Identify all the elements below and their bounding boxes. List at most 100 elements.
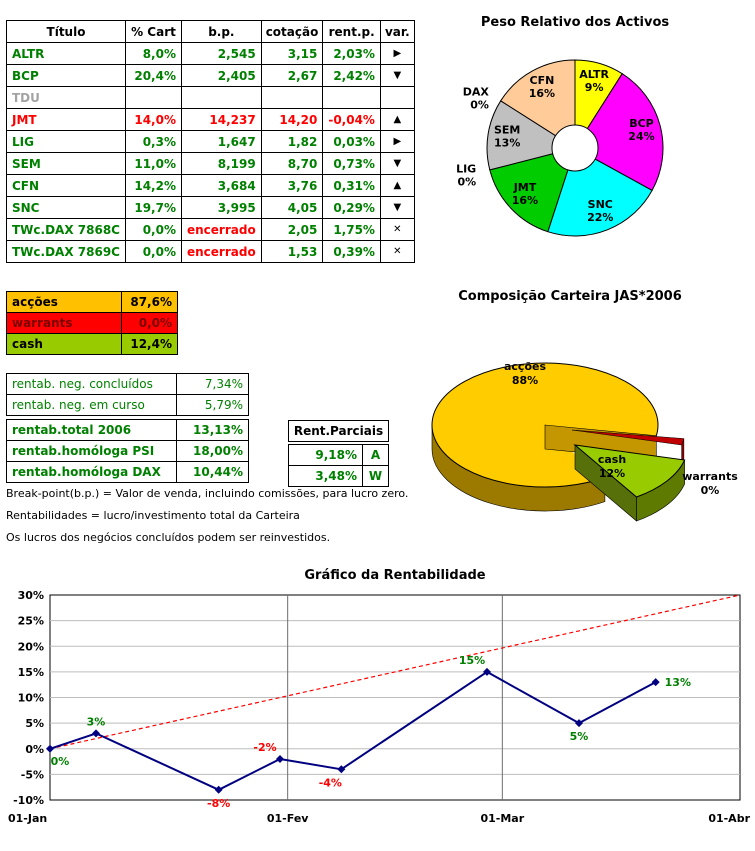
value-cell[interactable]: encerrado xyxy=(180,218,262,241)
value-cell[interactable]: 2,67 xyxy=(260,64,324,87)
value-cell[interactable]: 0,29% xyxy=(322,196,381,219)
value-cell[interactable]: 14,20 xyxy=(260,108,324,131)
ticker-cell[interactable]: BCP xyxy=(6,64,126,87)
value-cell[interactable]: 8,70 xyxy=(260,152,324,175)
value-cell[interactable]: 0,31% xyxy=(322,174,381,197)
value-cell[interactable]: 1,647 xyxy=(180,130,262,153)
column-header[interactable]: var. xyxy=(379,20,415,43)
table-row: rentab.total 2006 13,13% xyxy=(6,419,249,441)
table-row: TDU xyxy=(6,86,415,109)
partial-value-cell[interactable]: 3,48% xyxy=(288,465,363,487)
value-cell[interactable]: 20,4% xyxy=(124,64,182,87)
asset-class-cell[interactable]: cash xyxy=(6,333,122,355)
data-label: -2% xyxy=(253,741,276,754)
ticker-cell[interactable]: ALTR xyxy=(6,42,126,65)
label-cell[interactable]: rentab. neg. concluídos xyxy=(6,373,177,395)
asset-weight-cell[interactable]: 87,6% xyxy=(121,291,178,313)
value-cell[interactable]: 3,684 xyxy=(180,174,262,197)
value-cell[interactable]: 0,73% xyxy=(322,152,381,175)
column-header[interactable]: b.p. xyxy=(180,20,262,43)
value-cell[interactable]: -0,04% xyxy=(322,108,381,131)
value-cell[interactable] xyxy=(260,86,324,109)
label-cell[interactable]: rentab.homóloga DAX xyxy=(6,461,177,483)
asset-class-cell[interactable]: warrants xyxy=(6,312,122,334)
value-cell[interactable]: 0,39% xyxy=(322,240,381,263)
returns-total-table: rentab.total 2006 13,13% rentab.homóloga P… xyxy=(6,419,249,483)
triangle-up-icon[interactable]: ▲ xyxy=(379,108,415,131)
value-cell[interactable]: 2,405 xyxy=(180,64,262,87)
value-cell[interactable]: 2,545 xyxy=(180,42,262,65)
diamond-marker-icon xyxy=(214,785,223,794)
label-cell[interactable]: rentab.homóloga PSI xyxy=(6,440,177,462)
value-cell[interactable]: 8,199 xyxy=(180,152,262,175)
column-header[interactable]: Título xyxy=(6,20,126,43)
value-cell[interactable]: 0,3% xyxy=(124,130,182,153)
returns-line-chart[interactable]: Gráfico da Rentabilidade -10% -5% 0% 5% 10% 15… xyxy=(0,565,755,851)
table-row: BCP 20,4% 2,405 2,67 2,42% ▼ xyxy=(6,64,415,87)
value-cell[interactable]: 2,42% xyxy=(322,64,381,87)
ticker-cell[interactable]: JMT xyxy=(6,108,126,131)
partial-tag-cell[interactable]: W xyxy=(362,465,389,487)
ticker-cell[interactable]: CFN xyxy=(6,174,126,197)
value-cell[interactable]: 14,237 xyxy=(180,108,262,131)
value-cell[interactable]: 1,53 xyxy=(260,240,324,263)
table-row: TWc.DAX 7869C 0,0% encerrado 1,53 0,39% ✕ xyxy=(6,240,415,263)
partials-title-cell[interactable]: Rent.Parciais xyxy=(288,420,389,442)
table-row: 9,18% A xyxy=(288,444,389,466)
value-cell[interactable]: 5,79% xyxy=(176,394,249,416)
value-cell[interactable]: 3,76 xyxy=(260,174,324,197)
value-cell[interactable]: 3,995 xyxy=(180,196,262,219)
ticker-cell[interactable]: SNC xyxy=(6,196,126,219)
value-cell[interactable] xyxy=(180,86,262,109)
value-cell[interactable] xyxy=(124,86,182,109)
asset-weight-cell[interactable]: 12,4% xyxy=(121,333,178,355)
value-cell[interactable]: 1,75% xyxy=(322,218,381,241)
value-cell[interactable]: 10,44% xyxy=(176,461,249,483)
value-cell[interactable]: 2,03% xyxy=(322,42,381,65)
composition-pie-chart[interactable]: Composição Carteira JAS*2006 acções 88% cas… xyxy=(400,280,755,530)
note-rentabilidades: Rentabilidades = lucro/investimento tota… xyxy=(6,509,300,522)
pie-slice-label: LIG 0% xyxy=(456,162,476,188)
ticker-cell[interactable]: TWc.DAX 7868C xyxy=(6,218,126,241)
value-cell[interactable]: 0,0% xyxy=(124,218,182,241)
value-cell[interactable]: 11,0% xyxy=(124,152,182,175)
column-header[interactable]: % Cart xyxy=(124,20,182,43)
ticker-cell[interactable]: TDU xyxy=(6,86,126,109)
diamond-marker-icon xyxy=(483,667,491,676)
column-header[interactable]: cotação xyxy=(260,20,324,43)
asset-class-cell[interactable]: acções xyxy=(6,291,122,313)
value-cell[interactable]: 3,15 xyxy=(260,42,324,65)
x-mark-icon[interactable]: ✕ xyxy=(379,218,415,241)
diamond-marker-icon xyxy=(337,765,346,774)
assets-pie-chart[interactable]: Peso Relativo dos Activos ALTR 9% BCP 24% SNC… xyxy=(397,8,752,268)
value-cell[interactable]: 14,0% xyxy=(124,108,182,131)
x-mark-icon[interactable]: ✕ xyxy=(379,240,415,263)
value-cell[interactable]: 8,0% xyxy=(124,42,182,65)
pie3d-label: cash 12% xyxy=(598,453,626,480)
value-cell[interactable]: 13,13% xyxy=(176,419,249,441)
pie-slice-jmt xyxy=(489,147,576,233)
value-cell[interactable]: encerrado xyxy=(180,240,262,263)
value-cell[interactable]: 4,05 xyxy=(260,196,324,219)
triangle-right-icon[interactable]: ▶ xyxy=(379,130,415,153)
value-cell[interactable]: 14,2% xyxy=(124,174,182,197)
value-cell[interactable]: 1,82 xyxy=(260,130,324,153)
value-cell[interactable]: 0,03% xyxy=(322,130,381,153)
asset-weight-cell[interactable]: 0,0% xyxy=(121,312,178,334)
value-cell[interactable]: 19,7% xyxy=(124,196,182,219)
value-cell[interactable]: 0,0% xyxy=(124,240,182,263)
column-header[interactable]: rent.p. xyxy=(322,20,381,43)
ticker-cell[interactable]: LIG xyxy=(6,130,126,153)
value-cell[interactable]: 7,34% xyxy=(176,373,249,395)
ticker-cell[interactable]: TWc.DAX 7869C xyxy=(6,240,126,263)
value-cell[interactable] xyxy=(322,86,381,109)
table-row: TWc.DAX 7868C 0,0% encerrado 2,05 1,75% ✕ xyxy=(6,218,415,241)
value-cell[interactable]: 2,05 xyxy=(260,218,324,241)
label-cell[interactable]: rentab. neg. em curso xyxy=(6,394,177,416)
ticker-cell[interactable]: SEM xyxy=(6,152,126,175)
partial-tag-cell[interactable]: A xyxy=(362,444,389,466)
value-cell[interactable]: 18,00% xyxy=(176,440,249,462)
label-cell[interactable]: rentab.total 2006 xyxy=(6,419,177,441)
partial-value-cell[interactable]: 9,18% xyxy=(288,444,363,466)
pie3d-label: warrants 0% xyxy=(682,470,738,497)
